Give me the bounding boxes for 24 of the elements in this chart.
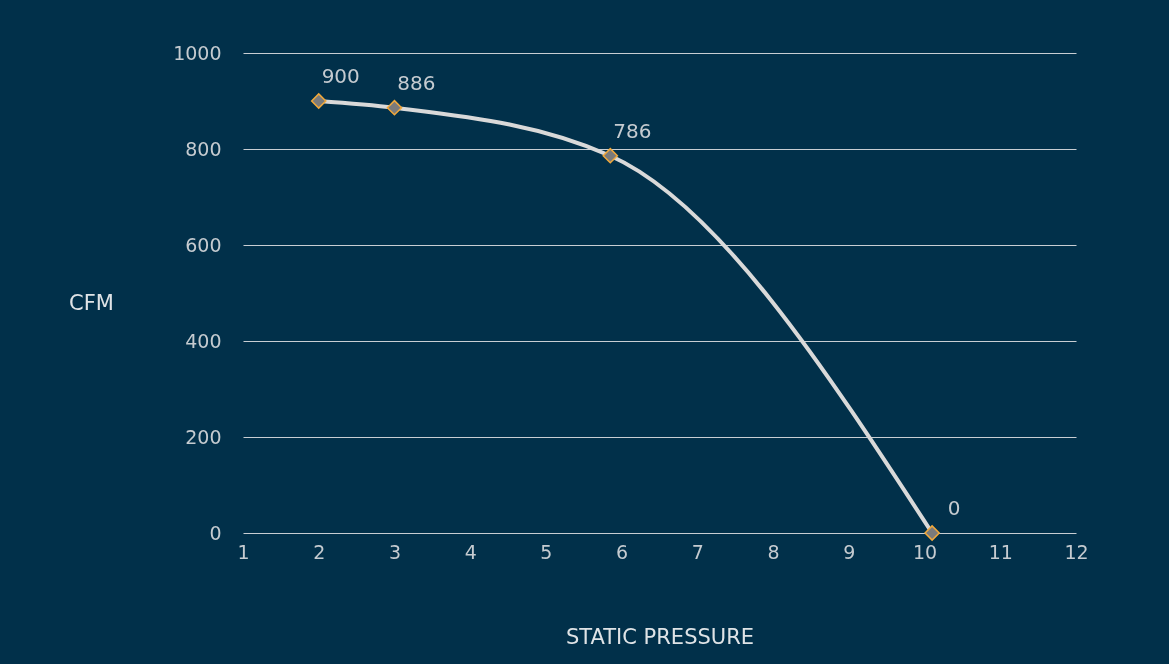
- data-label: 886: [397, 70, 436, 95]
- data-label: 786: [613, 118, 652, 143]
- x-tick-label: 10: [912, 540, 938, 563]
- y-tick-label: 400: [185, 329, 222, 352]
- y-axis-title: CFM: [69, 290, 114, 315]
- x-tick-label: 3: [388, 540, 401, 563]
- y-tick-label: 1000: [173, 41, 222, 64]
- x-tick-label: 2: [313, 540, 326, 563]
- y-tick-label: 800: [185, 137, 222, 160]
- x-tick-label: 4: [464, 540, 477, 563]
- y-tick-label: 0: [209, 521, 222, 544]
- data-label: 0: [947, 496, 961, 520]
- x-tick-label: 1: [237, 540, 250, 563]
- x-tick-label: 7: [691, 540, 704, 563]
- x-tick-label: 5: [540, 540, 553, 563]
- x-tick-label: 12: [1064, 540, 1089, 563]
- y-tick-label: 200: [185, 425, 222, 448]
- data-label: 900: [321, 64, 360, 88]
- x-tick-label: 8: [767, 540, 780, 563]
- x-tick-label: 9: [843, 540, 856, 563]
- x-tick-label: 11: [988, 540, 1013, 563]
- x-tick-label: 6: [616, 540, 629, 563]
- y-tick-label: 600: [185, 233, 222, 256]
- x-axis-title: STATIC PRESSURE: [565, 624, 755, 649]
